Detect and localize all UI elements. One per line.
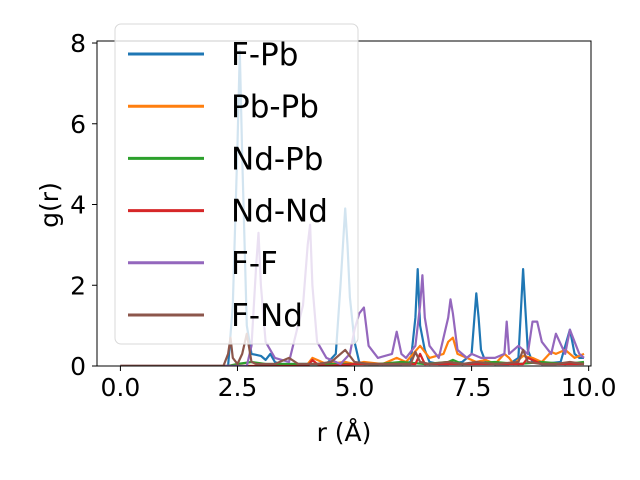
y-tick-label: 0 — [70, 352, 86, 381]
x-tick-label: 7.5 — [452, 373, 492, 402]
legend-label-f-nd: F-Nd — [231, 298, 303, 334]
series-line-f-pb — [120, 49, 584, 366]
plot-layer — [120, 49, 585, 366]
legend-label-f-pb: F-Pb — [231, 37, 298, 73]
legend-label-nd-pb: Nd-Pb — [231, 141, 323, 177]
y-tick-label: 4 — [70, 191, 86, 220]
legend-label-pb-pb: Pb-Pb — [231, 89, 319, 125]
axes-layer: 0.0 2.5 5.0 7.5 10.0 0 2 4 6 8 — [70, 29, 616, 402]
series-group — [120, 49, 585, 366]
y-tick-label: 8 — [70, 29, 86, 58]
legend-label-f-f: F-F — [231, 246, 278, 282]
x-tick-label: 0.0 — [101, 373, 141, 402]
y-axis-label: g(r) — [35, 182, 64, 228]
legend: F-Pb Pb-Pb Nd-Pb Nd-Nd F-F F-Nd — [114, 23, 359, 345]
y-tick-label: 6 — [70, 110, 86, 139]
x-axis-label: r (Å) — [317, 418, 372, 447]
x-tick-label: 2.5 — [218, 373, 258, 402]
x-tick-label: 10.0 — [561, 373, 617, 402]
y-tick-label: 2 — [70, 271, 86, 300]
series-line-f-nd — [120, 332, 585, 366]
legend-label-nd-nd: Nd-Nd — [231, 194, 328, 230]
x-tick-label: 5.0 — [335, 373, 375, 402]
